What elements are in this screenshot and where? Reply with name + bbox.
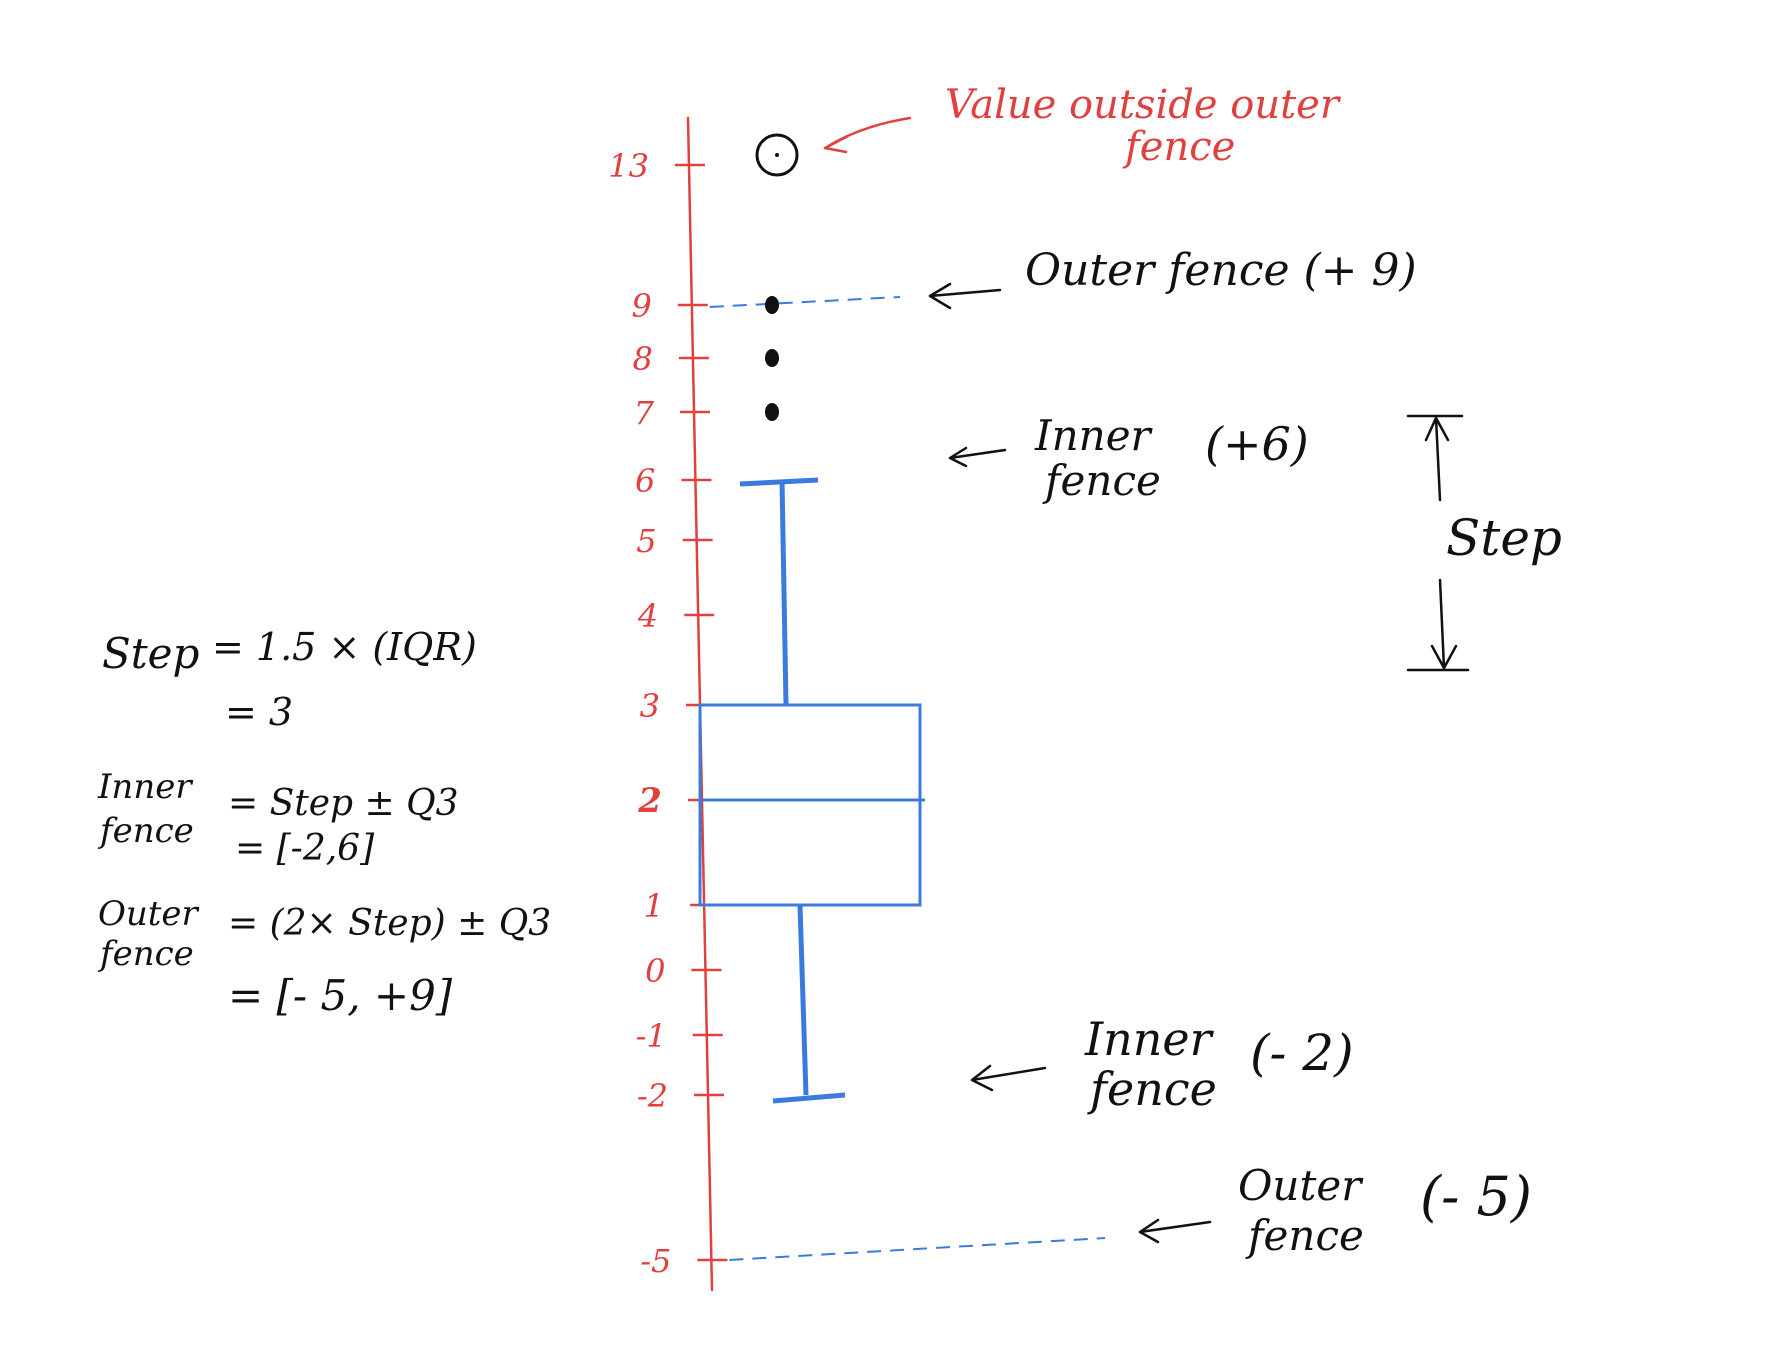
axis-tick-label-3: 7 [634,394,655,432]
axis-tick-label-11: -1 [636,1017,667,1055]
inner-lower-value: (- 2) [1250,1024,1354,1082]
arrow-left-icon [1138,1218,1212,1244]
axis-tick-label-13: -5 [640,1242,671,1280]
lower-whisker-cap [772,1092,846,1104]
axis-tick-label-4: 6 [635,462,655,500]
outer-lower-annotation: Outer fence (- 5) [1138,1161,1532,1260]
axis-tick-label-8: 2 [637,781,662,821]
outer-lower-value: (- 5) [1420,1165,1532,1228]
extreme-annotation: Value outside outer fence [823,82,1342,170]
axis-tick-label-7: 3 [640,687,660,725]
arrow-down-icon [1430,578,1458,670]
axis-tick-label-5: 5 [636,522,656,560]
lower-whisker [797,904,809,1096]
outer-lower-label-line1: Outer [1238,1161,1364,1210]
inner-lower-annotation: Inner fence (- 2) [970,1012,1354,1116]
step-formula-rhs1: = 1.5 × (IQR) [212,625,477,669]
extreme-outlier-dot-0 [775,153,779,157]
upper-whisker-cap [739,477,819,487]
axis-tick-label-1: 9 [631,287,651,325]
axis-tick-label-10: 0 [645,952,665,990]
inner-lower-label-line1: Inner [1084,1012,1215,1066]
outer-upper-annotation: Outer fence (+ 9) [928,245,1417,310]
step-formula-rhs2: = 3 [225,690,293,734]
outliers [755,133,799,421]
outer-lower-fence-line [729,1237,1106,1261]
step-formula-lhs: Step [102,629,199,678]
mild-outlier-2 [765,296,779,314]
arrow-left-icon [928,282,1002,310]
inner-formula-lhs1: Inner [97,767,193,807]
axis-tick-label-12: -2 [637,1077,668,1115]
boxplot [698,477,925,1104]
outer-lower-label-line2: fence [1245,1211,1364,1260]
inner-formula-rhs2: = [-2,6] [235,828,375,869]
mild-outlier-0 [765,403,779,421]
arrow-left-icon [823,116,912,154]
outer-formula-lhs2: fence [97,934,194,974]
inner-upper-label-line2: fence [1042,456,1161,505]
mild-outlier-1 [765,349,779,367]
iqr-box [698,703,922,907]
extreme-note-line2: fence [1122,124,1235,170]
step-label: Step [1446,509,1562,567]
axis-tick-label-2: 8 [633,340,653,378]
step-indicator [1406,414,1470,672]
arrow-up-icon [1424,416,1450,502]
formulas: Step = 1.5 × (IQR) = 3 Inner fence = Ste… [97,625,551,1020]
inner-formula-lhs2: fence [97,811,194,851]
outer-formula-rhs1: = (2× Step) ± Q3 [228,903,551,944]
axis-tick-label-6: 4 [637,597,658,635]
arrow-left-icon [970,1064,1047,1092]
extreme-outlier-0 [755,133,799,177]
outer-formula-lhs1: Outer [98,894,200,934]
axis-tick-label-9: 1 [644,887,664,925]
outer-upper-label: Outer fence (+ 9) [1025,245,1417,296]
outer-formula-rhs2: = [- 5, +9] [228,971,453,1020]
inner-formula-rhs1: = Step ± Q3 [228,783,459,824]
axis-ticks: 13 9 8 7 6 5 4 3 2 1 0 -1 -2 -5 [608,147,728,1280]
inner-lower-label-line2: fence [1087,1062,1217,1116]
axis-tick-label-0: 13 [608,147,649,185]
inner-upper-value: (+6) [1205,417,1309,471]
upper-whisker [779,479,789,706]
inner-upper-label-line1: Inner [1034,411,1154,460]
arrow-left-icon [948,446,1007,468]
outer-upper-fence-line [709,296,901,308]
inner-upper-annotation: Inner fence (+6) [948,411,1309,505]
extreme-note-line1: Value outside outer [945,82,1342,128]
